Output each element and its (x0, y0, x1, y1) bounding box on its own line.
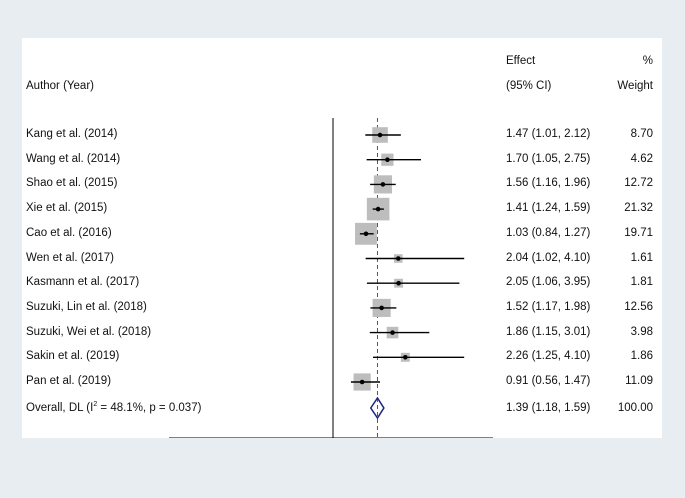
overall-label: Overall, DL (I2 = 48.1%, p = 0.037) (26, 401, 202, 414)
study-weight: 1.81 (630, 276, 653, 289)
study-label: Kang et al. (2014) (26, 128, 118, 140)
study-weight: 8.70 (630, 128, 653, 140)
study-ci: 0.91 (0.56, 1.47) (506, 375, 591, 387)
study-label: Shao et al. (2015) (26, 177, 118, 190)
study-label: Kasmann et al. (2017) (26, 276, 140, 289)
plot-area: Author (Year) Effect (95% CI) % Weight K… (22, 38, 662, 438)
header-weight: Weight (617, 80, 653, 92)
study-label: Sakin et al. (2019) (26, 350, 120, 363)
study-label: Wen et al. (2017) (26, 251, 115, 264)
study-ci: 1.47 (1.01, 2.12) (506, 128, 591, 140)
study-weight: 4.62 (630, 152, 653, 165)
header-percent: % (642, 55, 653, 67)
point-estimate (403, 355, 408, 360)
study-weight: 1.61 (630, 251, 653, 264)
study-label: Cao et al. (2016) (26, 226, 112, 239)
study-ci: 1.03 (0.84, 1.27) (506, 226, 591, 239)
overall-diamond (369, 396, 385, 420)
study-weight: 12.56 (624, 300, 653, 313)
study-weight: 21.32 (624, 202, 653, 215)
header-ci: (95% CI) (506, 80, 552, 92)
point-estimate (363, 231, 369, 237)
study-ci: 1.56 (1.16, 1.96) (506, 177, 591, 190)
study-ci: 1.86 (1.15, 3.01) (506, 325, 591, 338)
study-label: Xie et al. (2015) (26, 202, 108, 215)
point-estimate (396, 280, 401, 286)
point-estimate (377, 132, 383, 138)
point-estimate (395, 256, 401, 261)
point-estimate (385, 157, 390, 162)
study-weight: 12.72 (624, 177, 653, 190)
study-ci: 1.70 (1.05, 2.75) (506, 152, 591, 165)
header-author: Author (Year) (26, 80, 94, 92)
study-ci: 1.41 (1.24, 1.59) (506, 202, 591, 215)
study-weight: 11.09 (625, 375, 653, 387)
study-ci: 2.05 (1.06, 3.95) (506, 276, 591, 289)
study-label: Wang et al. (2014) (26, 152, 121, 165)
study-label: Pan et al. (2019) (26, 375, 112, 387)
overall-weight: 100.00 (617, 402, 653, 414)
header-effect: Effect (506, 55, 536, 67)
point-estimate (359, 379, 365, 385)
study-label: Suzuki, Wei et al. (2018) (26, 325, 152, 338)
study-weight: 3.98 (630, 325, 653, 338)
study-label: Suzuki, Lin et al. (2018) (26, 300, 147, 313)
study-weight: 1.86 (630, 350, 653, 363)
point-estimate (380, 182, 386, 187)
point-estimate (375, 206, 381, 212)
overall-ci: 1.39 (1.18, 1.59) (506, 402, 591, 414)
study-weight: 19.71 (624, 226, 653, 239)
study-ci: 1.52 (1.17, 1.98) (506, 300, 591, 313)
study-ci: 2.26 (1.25, 4.10) (506, 350, 591, 363)
point-estimate (390, 330, 395, 335)
study-ci: 2.04 (1.02, 4.10) (506, 251, 591, 264)
forest-plot-svg: -505 (169, 118, 493, 438)
point-estimate (379, 305, 384, 311)
